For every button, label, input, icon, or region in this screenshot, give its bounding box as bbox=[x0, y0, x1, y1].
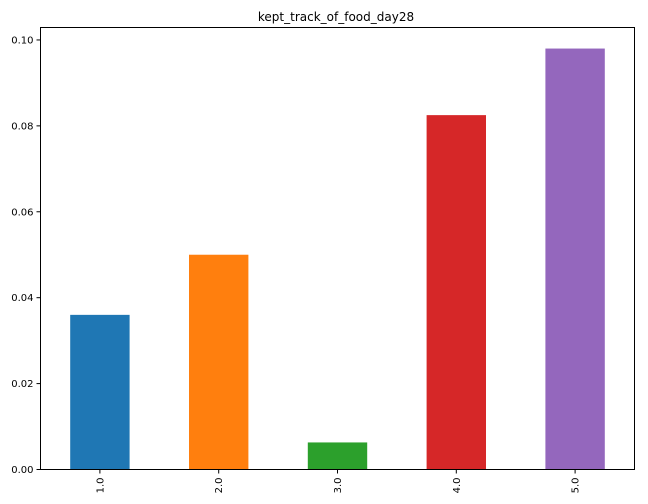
y-tick-label: 0.06 bbox=[11, 207, 33, 218]
x-tick-label: 1.0 bbox=[95, 478, 106, 494]
y-tick-label: 0.10 bbox=[11, 35, 33, 46]
y-tick-label: 0.00 bbox=[11, 465, 33, 476]
x-tick-label: 5.0 bbox=[571, 478, 582, 494]
x-tick-label: 2.0 bbox=[214, 478, 225, 494]
bar-1.0 bbox=[70, 314, 130, 470]
chart-title: kept_track_of_food_day28 bbox=[258, 10, 414, 24]
x-tick-label: 4.0 bbox=[452, 478, 463, 494]
y-tick-label: 0.04 bbox=[11, 293, 33, 304]
bars-group bbox=[70, 48, 605, 470]
y-tick-label: 0.02 bbox=[11, 379, 33, 390]
bar-4.0 bbox=[426, 115, 486, 470]
y-tick-label: 0.08 bbox=[11, 121, 33, 132]
bar-2.0 bbox=[189, 254, 249, 470]
x-tick-label: 3.0 bbox=[333, 478, 344, 494]
x-axis: 1.0 2.0 3.0 4.0 5.0 bbox=[95, 469, 582, 494]
bar-3.0 bbox=[307, 442, 368, 470]
y-axis: 0.00 0.02 0.04 0.06 0.08 0.10 bbox=[11, 35, 41, 476]
bar-5.0 bbox=[545, 48, 605, 470]
plot-frame bbox=[40, 27, 635, 470]
